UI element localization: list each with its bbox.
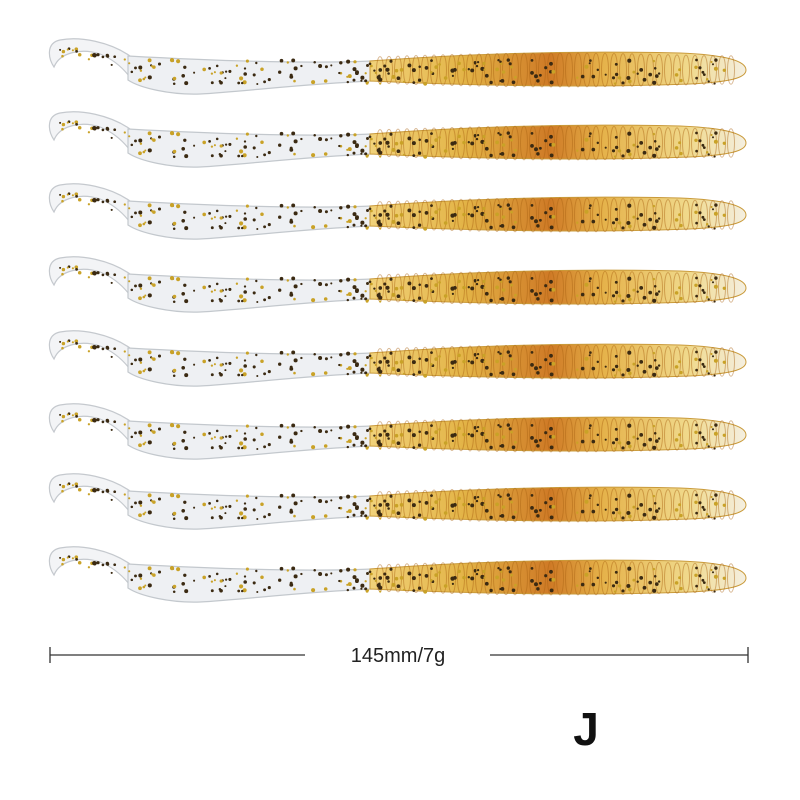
lure bbox=[48, 38, 747, 95]
lure bbox=[48, 183, 747, 240]
lure bbox=[48, 330, 747, 387]
lure bbox=[48, 546, 747, 603]
lure bbox=[48, 403, 747, 460]
lure bbox=[48, 473, 747, 530]
variant-label: J bbox=[573, 703, 599, 755]
lure bbox=[48, 256, 747, 313]
lure bbox=[48, 111, 747, 168]
measure-line bbox=[49, 647, 749, 663]
measurement: 145mm/7g bbox=[351, 645, 446, 667]
